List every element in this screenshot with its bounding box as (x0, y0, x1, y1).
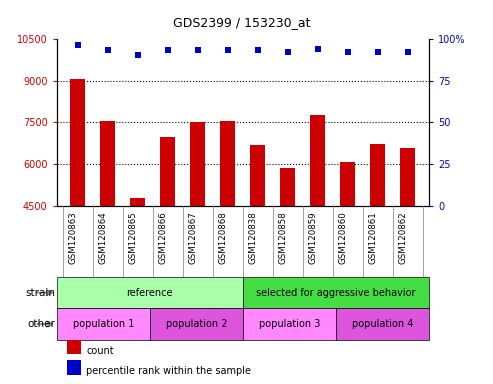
Point (314, 46, 322, 52)
Text: GSM120865: GSM120865 (129, 212, 138, 264)
Bar (370, 144, 386, 331)
Text: population 3: population 3 (259, 319, 320, 329)
Text: selected for aggressive behavior: selected for aggressive behavior (256, 288, 416, 298)
Point (254, 47, 262, 53)
Text: GSM120859: GSM120859 (309, 212, 318, 264)
Bar (130, 198, 145, 331)
Text: reference: reference (127, 288, 173, 298)
Bar (190, 122, 205, 331)
Text: GSM120838: GSM120838 (249, 212, 258, 264)
Bar (70, 79, 85, 331)
Point (224, 47, 232, 53)
Text: GSM120868: GSM120868 (219, 212, 228, 264)
Text: other: other (27, 319, 55, 329)
Text: GSM120867: GSM120867 (189, 212, 198, 264)
Bar (250, 145, 265, 331)
Bar (243, 308, 336, 340)
Bar (220, 121, 235, 331)
Bar (336, 308, 429, 340)
Text: strain: strain (25, 288, 55, 298)
Point (74, 42, 82, 48)
Point (284, 49, 292, 55)
Bar (57, 308, 150, 340)
Bar (67, 340, 81, 354)
Point (344, 49, 352, 55)
Text: GSM120866: GSM120866 (159, 212, 168, 264)
Point (164, 47, 172, 53)
Bar (57, 277, 243, 308)
Bar (100, 121, 115, 331)
Text: GSM120860: GSM120860 (339, 212, 348, 264)
Bar (150, 308, 243, 340)
Bar (243, 277, 429, 308)
Text: population 2: population 2 (166, 319, 227, 329)
Point (134, 53, 141, 59)
Text: population 1: population 1 (72, 319, 134, 329)
Text: GSM120864: GSM120864 (99, 212, 108, 264)
Bar (310, 114, 325, 331)
Bar (160, 137, 176, 331)
Text: GSM120863: GSM120863 (69, 212, 78, 264)
Point (194, 47, 202, 53)
Text: GSM120858: GSM120858 (279, 212, 288, 264)
Point (404, 49, 412, 55)
Text: count: count (86, 346, 114, 356)
Text: GSM120862: GSM120862 (399, 212, 408, 264)
Text: population 4: population 4 (352, 319, 413, 329)
Text: GSM120861: GSM120861 (369, 212, 378, 264)
Point (374, 49, 382, 55)
Text: percentile rank within the sample: percentile rank within the sample (86, 366, 251, 376)
Text: GDS2399 / 153230_at: GDS2399 / 153230_at (173, 16, 310, 29)
Bar (400, 148, 416, 331)
Bar (340, 162, 355, 331)
Bar (281, 168, 295, 331)
Bar (67, 361, 81, 374)
Point (104, 47, 112, 53)
